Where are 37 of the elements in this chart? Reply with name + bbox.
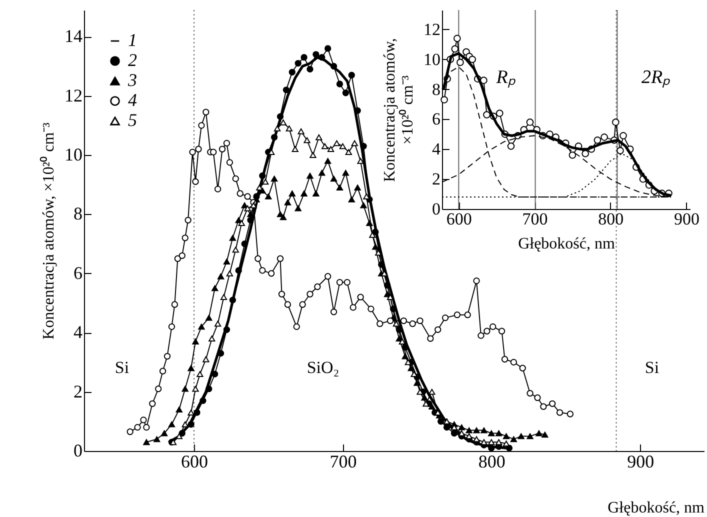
y-tick-label: 12 bbox=[424, 20, 440, 39]
y-tick-label: 10 bbox=[424, 50, 440, 69]
y-tick-label: 14 bbox=[64, 26, 82, 46]
y-tick-label: 10 bbox=[64, 144, 82, 165]
annotation: 2Rₚ bbox=[641, 67, 671, 88]
y-tick-label: 4 bbox=[74, 322, 82, 342]
y-tick-label: 8 bbox=[432, 80, 440, 99]
y-axis-title: Koncentracja atomów, ×10²⁰ cm⁻³ bbox=[382, 38, 416, 182]
x-tick-label: 800 bbox=[478, 452, 506, 472]
legend-label: 3 bbox=[127, 70, 137, 90]
y-tick-label: 4 bbox=[432, 140, 441, 159]
y-tick-label: 6 bbox=[74, 262, 82, 283]
legend-label: 2 bbox=[128, 50, 137, 70]
x-tick-label: 600 bbox=[181, 452, 208, 472]
y-tick-label: 0 bbox=[74, 440, 82, 460]
x-tick-label: 800 bbox=[598, 210, 624, 228]
y-tick-label: 12 bbox=[64, 85, 82, 106]
y-tick-label: 2 bbox=[74, 381, 82, 402]
y-tick-label: 0 bbox=[432, 200, 440, 218]
x-tick-label: 900 bbox=[627, 452, 654, 472]
x-tick-label: 700 bbox=[330, 452, 357, 472]
annotation: Si bbox=[644, 358, 660, 377]
x-tick-label: 700 bbox=[522, 210, 548, 228]
legend-label: 1 bbox=[128, 30, 137, 50]
y-tick-label: 2 bbox=[432, 170, 440, 189]
x-axis-title: Głębokość, nm bbox=[608, 500, 706, 516]
x-axis-title: Głębokość, nm bbox=[518, 236, 616, 252]
legend-label: 4 bbox=[128, 90, 137, 110]
y-axis-title: Koncentracja atomów, ×10²⁰ cm⁻³ bbox=[40, 122, 58, 340]
x-tick-label: 900 bbox=[674, 210, 700, 228]
legend-label: 5 bbox=[128, 110, 137, 130]
annotation: Si bbox=[114, 358, 130, 377]
y-tick-label: 8 bbox=[74, 204, 82, 224]
annotation: Rₚ bbox=[495, 67, 516, 88]
y-tick-label: 6 bbox=[432, 110, 440, 129]
x-tick-label: 600 bbox=[446, 210, 472, 228]
annotation: SiO₂ bbox=[306, 358, 340, 377]
